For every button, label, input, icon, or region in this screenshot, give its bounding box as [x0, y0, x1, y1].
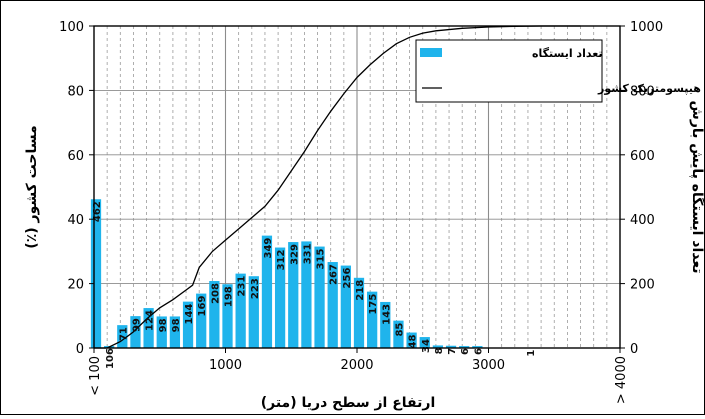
y-right-tick-label: 1000 — [630, 20, 663, 35]
bar-value-label: 218 — [355, 280, 366, 301]
y-left-tick-label: 0 — [76, 342, 84, 357]
y-left-tick-label: 80 — [67, 84, 84, 99]
y-right-tick-label: 600 — [630, 149, 655, 164]
bar-value-label: 6 — [473, 348, 484, 355]
bar-value-label: 349 — [263, 238, 274, 259]
bar-value-label: 256 — [342, 268, 353, 289]
y-left-tick-label: 60 — [67, 149, 84, 164]
legend-bar-swatch — [420, 48, 442, 57]
bar-value-label: 169 — [197, 296, 208, 317]
legend-bar-label: تعداد ایستگاه — [532, 47, 603, 60]
bar-value-label: 267 — [329, 264, 340, 285]
bar-value-label: 6 — [460, 348, 471, 355]
bar-value-label: 34 — [421, 339, 432, 353]
y-right-tick-label: 400 — [630, 213, 655, 228]
bar-value-label: 106 — [105, 348, 116, 369]
bar-value-label: 143 — [381, 304, 392, 325]
bar-value-label: 98 — [158, 318, 169, 332]
y-right-axis-label: تعداد ایستگاه پایش بارش — [689, 101, 705, 274]
bar-value-label: 223 — [250, 278, 261, 299]
x-tick-label: > 4000 — [614, 356, 629, 404]
bar-value-label: 329 — [289, 244, 300, 265]
bar-value-label: 98 — [171, 318, 182, 332]
bar-value-label: 144 — [184, 304, 195, 325]
bar-value-label: 85 — [394, 323, 405, 337]
bar-value-label: 312 — [276, 249, 287, 270]
y-left-tick-label: 20 — [67, 278, 84, 293]
y-right-tick-label: 0 — [630, 342, 638, 357]
bar-value-label: 231 — [237, 276, 248, 297]
bar-value-label: 198 — [224, 286, 235, 307]
x-axis-label: ارتفاع از سطح دریا (متر) — [261, 395, 436, 411]
bar-value-label: 1 — [526, 350, 537, 357]
x-tick-label: < 100 — [88, 356, 103, 396]
y-left-axis-label: مساحت کشور (٪) — [24, 125, 40, 248]
bar-value-label: 7 — [447, 348, 458, 355]
x-tick-label: 2000 — [340, 358, 373, 373]
y-left-tick-label: 40 — [67, 213, 84, 228]
bar-value-label: 315 — [316, 249, 327, 270]
bar-value-label: 331 — [302, 243, 313, 264]
y-left-tick-label: 100 — [59, 20, 84, 35]
y-right-tick-label: 200 — [630, 278, 655, 293]
bar-value-label: 71 — [118, 327, 129, 341]
bar-value-label: 99 — [131, 318, 142, 332]
bar-value-label: 208 — [210, 283, 221, 304]
bar-value-label: 48 — [408, 335, 419, 349]
legend-line-label: منحنی هیپسومتریک کشور — [597, 82, 705, 95]
bar-value-label: 124 — [145, 310, 156, 331]
bar-value-label: 175 — [368, 294, 379, 315]
x-tick-label: 1000 — [209, 358, 242, 373]
x-tick-label: 3000 — [472, 358, 505, 373]
